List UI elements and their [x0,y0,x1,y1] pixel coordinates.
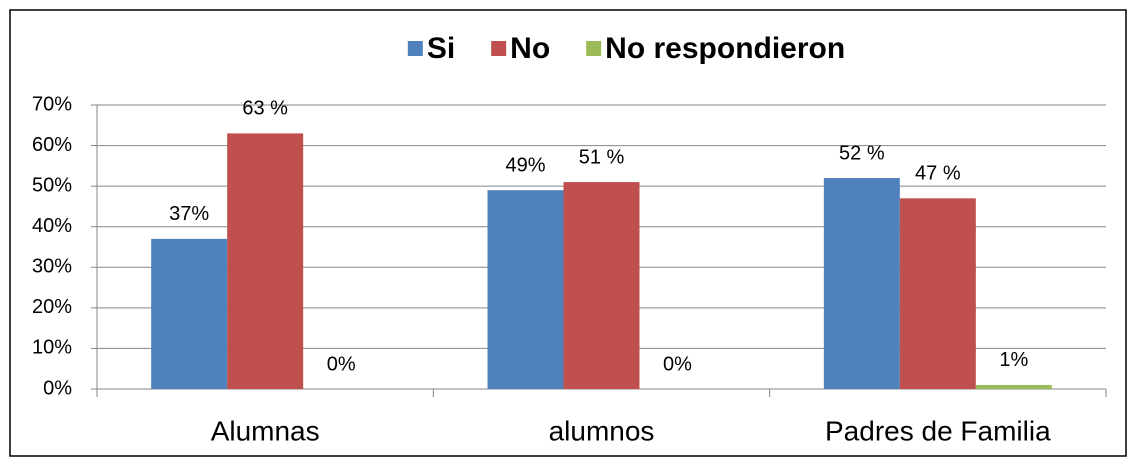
bar [823,178,900,389]
bar [975,384,1052,389]
y-tick-label: 40% [32,215,72,237]
y-tick-label: 0% [43,377,72,399]
y-tick-label: 70% [32,93,72,115]
x-tick-label: Padres de Familia [825,415,1051,446]
y-tick-label: 10% [32,337,72,359]
legend-label: No [510,32,550,65]
bar [563,182,640,389]
y-tick-label: 60% [32,134,72,156]
legend-swatch [491,41,507,56]
legend-label: Si [427,32,455,65]
data-label: 49% [505,154,545,176]
legend-label: No respondieron [605,32,845,65]
x-tick-label: alumnos [549,415,655,446]
bar [151,238,228,389]
x-tick-label: Alumnas [211,415,320,446]
y-tick-label: 20% [32,296,72,318]
y-tick-label: 30% [32,256,72,278]
legend-swatch [407,41,423,56]
data-label: 52 % [839,142,885,164]
bar [899,198,976,389]
bar [487,190,564,389]
data-label: 0% [327,353,356,375]
bar [227,133,304,389]
data-label: 0% [663,353,692,375]
data-label: 51 % [579,146,625,168]
data-label: 37% [169,203,209,225]
data-label: 47 % [915,163,961,185]
data-label: 63 % [242,98,288,120]
data-label: 1% [999,349,1028,371]
y-tick-label: 50% [32,174,72,196]
legend-swatch [586,41,602,56]
